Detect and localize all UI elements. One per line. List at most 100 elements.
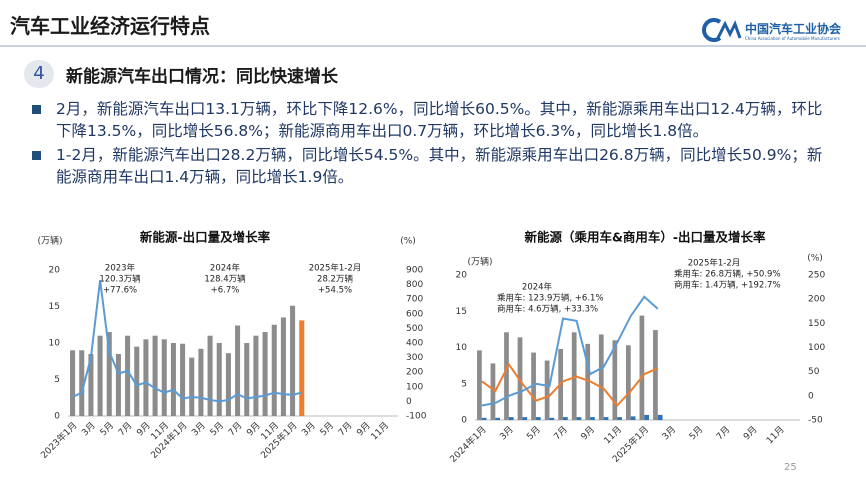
annotation: 商用车: 4.6万辆, +33.3% [497, 304, 598, 315]
x-tick-label: 3月 [190, 420, 208, 438]
line [481, 295, 659, 407]
x-tick-label: 3月 [300, 420, 318, 438]
bar [657, 414, 663, 420]
y2-tick-label: 500 [406, 324, 423, 334]
bar [522, 417, 528, 420]
x-tick-label: 7月 [336, 420, 354, 438]
bar [576, 417, 582, 420]
annotation: +54.5% [318, 286, 352, 296]
bar [262, 332, 268, 416]
x-tick-label: 11月 [764, 424, 786, 446]
bar [79, 350, 85, 416]
bar [244, 343, 250, 416]
x-tick-label: 7月 [552, 424, 570, 442]
x-tick-label: 9月 [741, 424, 759, 442]
x-tick-label: 7月 [226, 420, 244, 438]
y2-tick-label: 300 [406, 353, 423, 363]
y2-tick-label: 100 [406, 382, 423, 392]
bar [653, 330, 658, 420]
x-tick-label: 11月 [602, 424, 624, 446]
bar [70, 350, 76, 416]
y2-tick-label: 400 [406, 339, 423, 349]
y2-tick-label: 0 [406, 397, 412, 407]
y2-axis-unit: (%) [400, 237, 416, 247]
bullet: 1-2月，新能源汽车出口28.2万辆，同比增长54.5%。其中，新能源乘用车出口… [30, 144, 830, 188]
bar [598, 334, 604, 420]
bar [207, 335, 213, 416]
y-axis-unit: (万辆) [467, 256, 492, 268]
logo-shape [702, 18, 722, 42]
y2-tick-label: 200 [808, 295, 825, 305]
y-tick-label: 20 [456, 271, 468, 281]
bar [544, 360, 550, 420]
bar [495, 417, 501, 420]
y2-tick-label: 900 [406, 266, 423, 276]
bar [504, 332, 509, 420]
annotation: 2025年1-2月 [309, 263, 362, 274]
bar [115, 353, 121, 416]
bar [235, 325, 241, 416]
bar [535, 417, 541, 420]
logo-shape [716, 20, 742, 39]
x-tick-label: 5月 [318, 420, 336, 438]
y2-tick-label: -100 [406, 412, 427, 422]
bar [630, 416, 636, 420]
bar [216, 343, 222, 416]
x-tick-label: 3月 [80, 420, 98, 438]
y-tick-label: 0 [54, 412, 60, 422]
x-tick-label: 2023年1月 [38, 419, 79, 460]
y-tick-label: 15 [456, 307, 467, 317]
bar [225, 353, 231, 416]
bar [134, 346, 140, 416]
y2-tick-label: 200 [406, 368, 423, 378]
x-tick-label: 5月 [687, 424, 705, 442]
bar [481, 417, 487, 420]
x-tick-label: 5月 [98, 420, 116, 438]
bar [125, 335, 131, 416]
org-name-en: China Association of Automobile Manufact… [745, 36, 840, 41]
y-tick-label: 0 [461, 416, 467, 426]
y2-tick-label: 100 [808, 343, 825, 353]
bar [644, 414, 650, 420]
bar [280, 317, 286, 416]
annotation: 商用车: 1.4万辆, +192.7% [674, 280, 781, 291]
bar [563, 417, 568, 420]
annotation: 2023年 [105, 263, 136, 274]
logo [702, 18, 742, 42]
annotation: 2024年 [210, 263, 241, 274]
page-number: 25 [784, 462, 797, 473]
y-tick-label: 15 [49, 302, 60, 312]
annotation: 128.4万辆 [204, 274, 246, 285]
annotation: 2025年1-2月 [688, 258, 741, 269]
annotation: 28.2万辆 [317, 274, 353, 285]
annotation: 乘用车: 26.8万辆, +50.9% [674, 269, 781, 280]
annotation: +77.6% [103, 286, 137, 296]
y2-tick-label: 50 [808, 367, 820, 377]
y2-axis-unit: (%) [807, 254, 823, 264]
bar [299, 320, 305, 416]
bar [161, 339, 167, 416]
bar [290, 305, 296, 416]
y2-tick-label: 250 [808, 271, 825, 281]
x-tick-label: 3月 [498, 424, 516, 442]
y-axis-unit: (万辆) [37, 235, 62, 247]
bar [617, 417, 622, 420]
bar [97, 335, 103, 416]
section-title: 新能源汽车出口情况：同比快速增长 [66, 67, 338, 87]
x-tick-label: 7月 [116, 420, 134, 438]
y2-tick-label: 600 [406, 309, 423, 319]
y2-tick-label: 150 [808, 319, 825, 329]
annotation: 2024年 [522, 282, 553, 293]
line [72, 280, 302, 403]
chart-title: 新能源-出口量及增长率 [140, 230, 271, 245]
y2-tick-label: 700 [406, 295, 423, 305]
y2-tick-label: 800 [406, 280, 423, 290]
y2-tick-label: -50 [808, 416, 823, 426]
bar [106, 332, 112, 416]
bar [585, 343, 591, 420]
bar [508, 417, 514, 420]
bullet: 2月，新能源汽车出口13.1万辆，环比下降12.6%，同比增长60.5%。其中，… [30, 98, 830, 142]
bar [271, 324, 277, 416]
